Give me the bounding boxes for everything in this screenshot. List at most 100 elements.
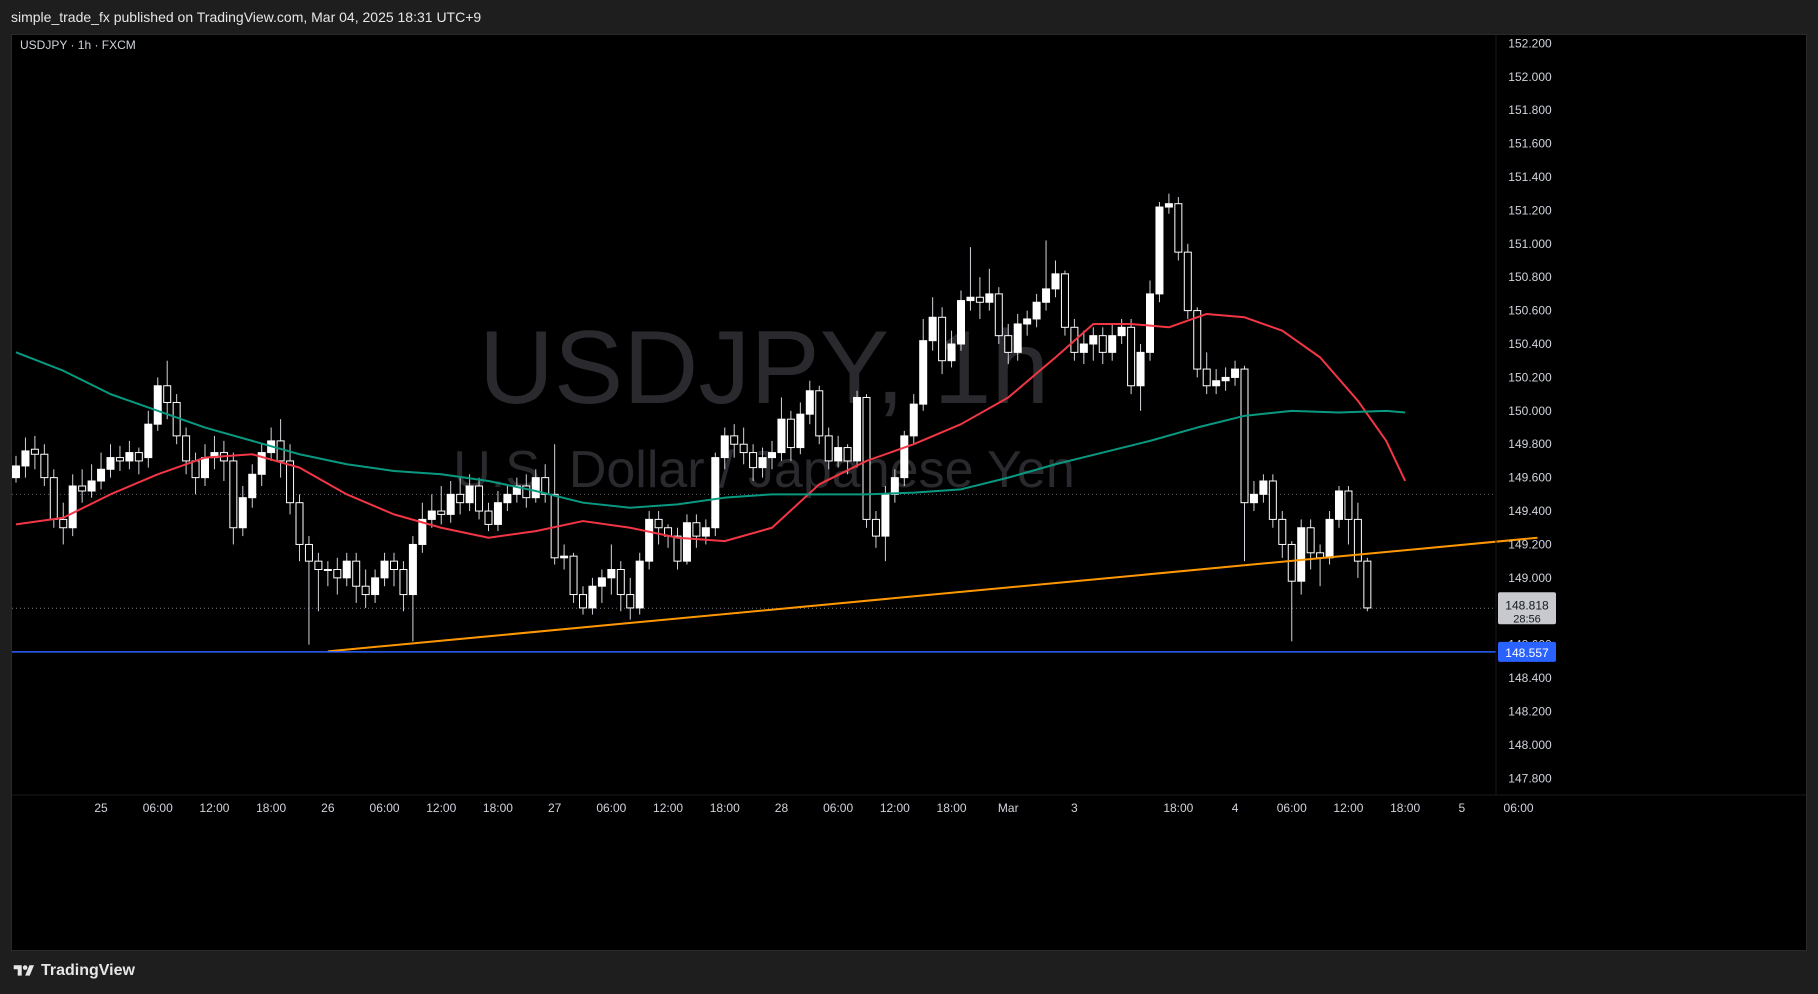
candle-body	[947, 343, 956, 362]
candle-body	[966, 296, 975, 302]
x-tick-label: 06:00	[823, 801, 853, 815]
support-price-label: 148.557	[1505, 646, 1549, 660]
candle-body	[59, 518, 68, 529]
candle-body	[1079, 343, 1088, 353]
candle-body	[503, 493, 512, 504]
y-tick-label: 148.200	[1508, 704, 1552, 718]
candle-body	[390, 560, 398, 571]
y-tick-label: 150.600	[1508, 304, 1552, 318]
candle-body	[493, 502, 502, 525]
candle-body	[304, 543, 313, 562]
x-tick-label: 28	[775, 801, 789, 815]
y-tick-label: 149.600	[1508, 471, 1552, 485]
candle-body	[1013, 323, 1022, 353]
candle-body	[919, 340, 928, 405]
x-tick-label: 06:00	[1277, 801, 1307, 815]
candle-body	[1023, 318, 1032, 325]
x-tick-label: Mar	[998, 801, 1019, 815]
candle-body	[871, 518, 880, 537]
y-tick-label: 149.800	[1508, 437, 1552, 451]
candle-body	[106, 457, 115, 470]
candle-body	[1108, 335, 1117, 353]
x-tick-label: 4	[1232, 801, 1239, 815]
x-tick-label: 12:00	[426, 801, 456, 815]
candle-body	[1297, 527, 1306, 582]
candle-body	[1089, 335, 1098, 345]
candle-body	[323, 569, 332, 572]
y-tick-label: 150.400	[1508, 337, 1552, 351]
candle-body	[531, 477, 540, 499]
candle-body	[1051, 273, 1060, 290]
candle-body	[928, 316, 937, 342]
y-tick-label: 150.200	[1508, 370, 1552, 384]
publish-bar: simple_trade_fx published on TradingView…	[0, 0, 1818, 34]
moving-average-line	[15, 312, 1407, 543]
candle-body	[758, 457, 767, 469]
candle-body	[569, 555, 578, 596]
candle-body	[815, 390, 824, 437]
candle-body	[654, 518, 663, 529]
candle-body	[853, 396, 862, 462]
candle-body	[1183, 251, 1192, 312]
x-tick-label: 06:00	[1504, 801, 1534, 815]
candle-body	[938, 316, 947, 362]
candle-body	[635, 560, 644, 609]
candle-body	[749, 452, 758, 469]
candle-body	[191, 460, 200, 479]
candle-body	[1221, 376, 1230, 382]
candle-body	[957, 300, 965, 345]
candle-body	[1060, 273, 1069, 328]
candle-body	[238, 497, 247, 529]
candle-body	[824, 435, 833, 462]
candle-body	[834, 447, 843, 462]
y-tick-label: 151.000	[1508, 237, 1552, 251]
watermark-name: U.S. Dollar / Japanese Yen	[453, 441, 1075, 499]
x-tick-label: 3	[1071, 801, 1078, 815]
candle-body	[1240, 368, 1249, 504]
candle-body	[153, 385, 162, 425]
candle-body	[1335, 490, 1343, 520]
tradingview-logo-icon	[13, 965, 34, 976]
candle-body	[427, 510, 436, 520]
candle-body	[711, 457, 720, 529]
tradingview-logo[interactable]: TradingView	[12, 962, 135, 980]
candle-body	[201, 457, 209, 479]
candle-body	[1353, 518, 1362, 562]
candle-body	[579, 594, 587, 609]
candle-body	[314, 560, 323, 571]
x-tick-label: 06:00	[596, 801, 626, 815]
candle-body	[446, 493, 455, 515]
candle-body	[597, 577, 606, 587]
candle-body	[739, 443, 748, 454]
candle-body	[87, 480, 96, 492]
candle-body	[720, 435, 729, 459]
candle-body	[1174, 203, 1183, 253]
x-tick-label: 06:00	[143, 801, 173, 815]
candle-body	[286, 460, 295, 504]
candle-body	[692, 522, 701, 537]
candle-body	[975, 296, 984, 303]
candle-body	[333, 569, 342, 579]
candle-body	[380, 560, 389, 579]
candle-body	[1278, 518, 1287, 545]
x-tick-label: 5	[1459, 801, 1466, 815]
x-tick-label: 18:00	[1163, 801, 1193, 815]
candle-body	[730, 435, 739, 445]
symbol-info: USDJPY · 1h · FXCM	[20, 38, 136, 52]
x-tick-label: 06:00	[370, 801, 400, 815]
y-tick-label: 149.200	[1508, 537, 1552, 551]
candle-body	[994, 293, 1003, 337]
candle-body	[985, 293, 994, 303]
candle-body	[1004, 335, 1013, 353]
tradingview-logo-text: TradingView	[41, 962, 135, 979]
candle-body	[134, 452, 143, 462]
candlestick-chart[interactable]: USDJPY, 1h U.S. Dollar / Japanese Yen USDJ…	[12, 35, 1806, 950]
x-tick-label: 18:00	[256, 801, 286, 815]
candle-body	[125, 452, 134, 462]
chart-frame[interactable]: USDJPY, 1h U.S. Dollar / Japanese Yen USDJ…	[11, 34, 1807, 951]
y-tick-label: 147.800	[1508, 771, 1552, 785]
candle-body	[843, 447, 852, 462]
candle-body	[909, 403, 918, 437]
x-tick-label: 26	[321, 801, 335, 815]
candle-body	[12, 465, 20, 479]
